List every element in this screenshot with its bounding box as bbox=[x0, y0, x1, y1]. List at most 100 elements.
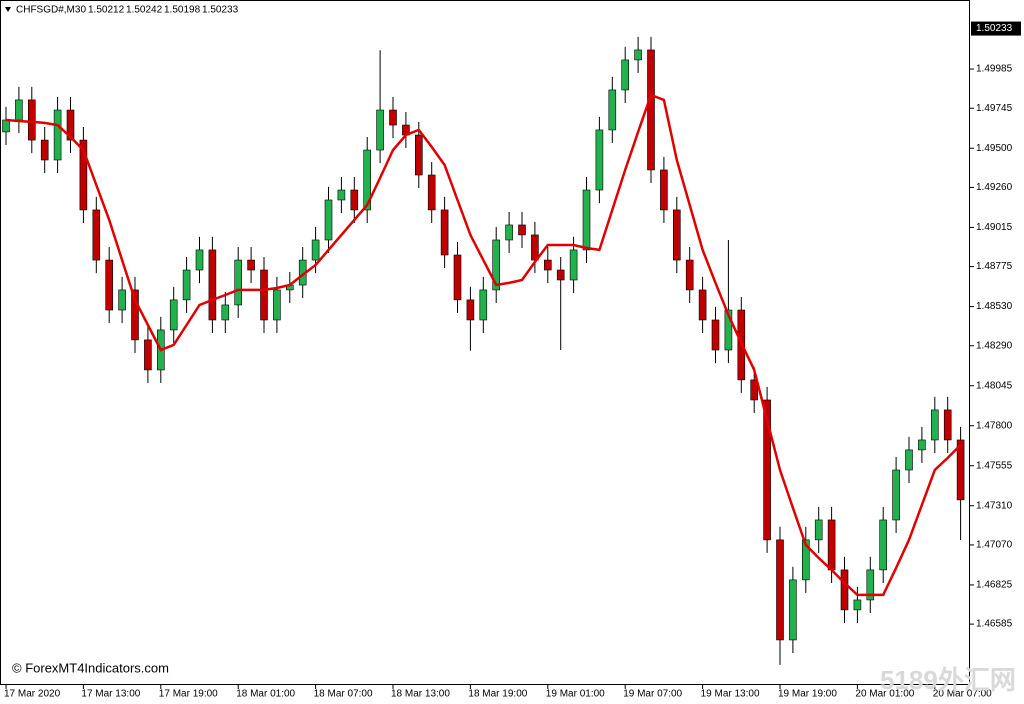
candle-body bbox=[221, 304, 230, 321]
candle-body bbox=[711, 319, 720, 351]
y-tick-label: 1.47555 bbox=[976, 460, 1013, 471]
candle-body bbox=[621, 59, 630, 91]
candle-body bbox=[492, 239, 501, 291]
y-tick-label: 1.47310 bbox=[976, 500, 1013, 511]
quote-value: 1.50212 bbox=[88, 5, 125, 16]
candle-body bbox=[260, 269, 268, 321]
candle-body bbox=[853, 599, 862, 611]
y-tick-label: 1.48775 bbox=[976, 261, 1013, 272]
quote-value: 1.50233 bbox=[202, 5, 239, 16]
candle-body bbox=[905, 449, 913, 471]
candle-body bbox=[918, 439, 926, 451]
candle-body bbox=[660, 169, 668, 211]
candle-body bbox=[518, 224, 526, 236]
y-tick-label: 1.48290 bbox=[976, 340, 1013, 351]
candle-body bbox=[672, 209, 681, 261]
candle-body bbox=[943, 409, 952, 441]
candle-body bbox=[40, 139, 49, 161]
x-tick-label: 19 Mar 01:00 bbox=[546, 689, 605, 700]
x-tick-label: 20 Mar 07:00 bbox=[933, 689, 992, 700]
candle-body bbox=[195, 249, 204, 271]
candle-body bbox=[840, 569, 849, 611]
candle-body bbox=[634, 49, 642, 61]
candle-body bbox=[66, 109, 75, 141]
candle-body bbox=[582, 189, 591, 251]
candle-body bbox=[466, 299, 475, 321]
watermark-2: 5189外汇网 bbox=[880, 665, 1016, 695]
candle-body bbox=[389, 109, 397, 126]
candle-body bbox=[879, 519, 888, 571]
candle-body bbox=[750, 379, 759, 401]
candle-body bbox=[531, 234, 539, 261]
candle-body bbox=[311, 239, 320, 261]
candle-body bbox=[789, 579, 797, 641]
candle-body bbox=[144, 339, 152, 371]
candle-body bbox=[169, 299, 178, 331]
candle-body bbox=[440, 209, 449, 256]
x-tick-label: 18 Mar 13:00 bbox=[391, 689, 450, 700]
candle-body bbox=[595, 129, 604, 191]
candle-body bbox=[427, 174, 436, 211]
y-tick-label: 1.49015 bbox=[976, 222, 1013, 233]
candle-body bbox=[556, 269, 565, 281]
candle-body bbox=[685, 259, 694, 291]
x-tick-label: 18 Mar 19:00 bbox=[468, 689, 527, 700]
candle-body bbox=[801, 539, 810, 581]
y-tick-label: 1.47070 bbox=[976, 540, 1013, 551]
candle-body bbox=[234, 259, 242, 306]
y-tick-label: 1.49500 bbox=[976, 143, 1013, 154]
y-tick-label: 1.48530 bbox=[976, 301, 1013, 312]
x-tick-label: 18 Mar 07:00 bbox=[314, 689, 373, 700]
candle-body bbox=[479, 289, 488, 321]
candle-body bbox=[376, 109, 384, 151]
candle-body bbox=[763, 399, 771, 541]
y-tick-label: 1.46585 bbox=[976, 619, 1013, 630]
candle-body bbox=[105, 259, 113, 311]
candle-body bbox=[118, 289, 126, 311]
candle-body bbox=[363, 149, 372, 211]
y-tick-label: 1.49985 bbox=[976, 64, 1013, 75]
y-tick-label: 1.47800 bbox=[976, 420, 1013, 431]
candle-body bbox=[930, 409, 939, 441]
candle-body bbox=[453, 254, 462, 301]
symbol: CHFSGD#,M30 bbox=[16, 5, 86, 16]
y-tick-label: 1.46825 bbox=[976, 580, 1013, 591]
candle-body bbox=[79, 139, 88, 211]
candle-body bbox=[543, 259, 552, 271]
candle-body bbox=[337, 189, 346, 201]
candle-body bbox=[414, 134, 423, 176]
candle-body bbox=[827, 519, 836, 571]
menu-arrow bbox=[5, 7, 11, 12]
candle-body bbox=[956, 439, 965, 501]
x-tick-label: 18 Mar 01:00 bbox=[236, 689, 295, 700]
quote-value: 1.50198 bbox=[164, 5, 201, 16]
candle-body bbox=[2, 119, 10, 133]
candle-body bbox=[698, 289, 707, 321]
x-tick-label: 17 Mar 19:00 bbox=[159, 689, 218, 700]
x-tick-label: 19 Mar 13:00 bbox=[701, 689, 760, 700]
candle-body bbox=[814, 519, 823, 541]
candle-body bbox=[273, 289, 281, 321]
candle-body bbox=[350, 189, 359, 211]
x-tick-label: 17 Mar 2020 bbox=[4, 689, 61, 700]
current-price-box bbox=[971, 21, 1021, 36]
candle-body bbox=[182, 269, 191, 301]
candle-body bbox=[892, 469, 900, 521]
watermark: © ForexMT4Indicators.com bbox=[12, 660, 169, 675]
x-tick-label: 19 Mar 07:00 bbox=[623, 689, 682, 700]
y-tick-label: 1.49745 bbox=[976, 103, 1013, 114]
current-price: 1.50233 bbox=[976, 23, 1013, 34]
candle-body bbox=[647, 49, 655, 171]
y-tick-label: 1.49260 bbox=[976, 182, 1013, 193]
candle-body bbox=[27, 99, 36, 141]
candle-body bbox=[569, 249, 578, 281]
candle-body bbox=[208, 249, 217, 321]
candle-body bbox=[324, 199, 333, 241]
y-tick-label: 1.48045 bbox=[976, 380, 1013, 391]
candle-body bbox=[724, 309, 733, 351]
candle-body bbox=[608, 89, 617, 131]
candle-body bbox=[866, 569, 875, 601]
candle-body bbox=[15, 99, 23, 121]
candle-body bbox=[131, 289, 139, 341]
